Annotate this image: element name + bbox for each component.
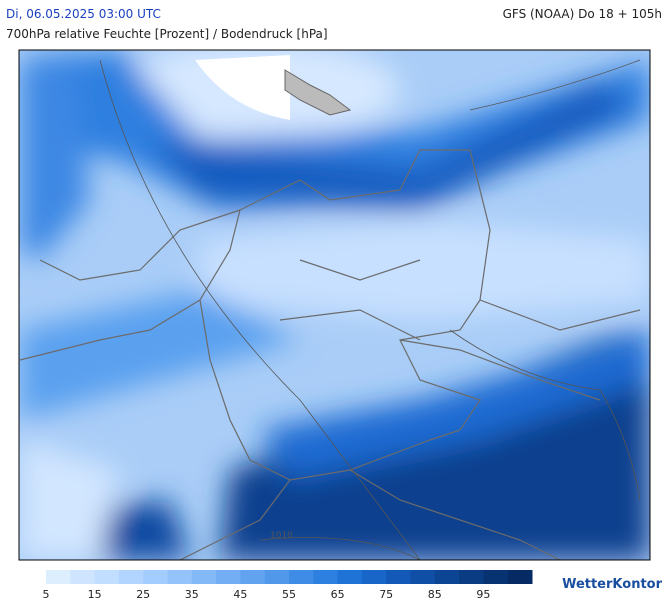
colorbar-bin: [216, 570, 241, 584]
colorbar-tick-label: 5: [43, 588, 50, 600]
colorbar: 5 15 25 35 45 55 65 75 85 95: [43, 570, 533, 601]
colorbar-bin: [240, 570, 266, 584]
colorbar-bin: [386, 570, 411, 584]
colorbar-tick-label: 45: [233, 588, 247, 600]
colorbar-tick-label: 25: [136, 588, 150, 600]
datetime: Di, 06.05.2025 03:00 UTC: [6, 7, 161, 21]
colorbar-bin: [264, 570, 290, 584]
model-run: GFS (NOAA) Do 18 + 105h: [503, 7, 662, 21]
colorbar-tick-label: 35: [185, 588, 199, 600]
colorbar-bin: [337, 570, 363, 584]
colorbar-bin: [191, 570, 217, 584]
colorbar-bin: [434, 570, 460, 584]
colorbar-tick-label: 75: [379, 588, 393, 600]
map-frame: [18, 49, 651, 561]
colorbar-tick-label: 85: [428, 588, 442, 600]
colorbar-bin: [70, 570, 96, 584]
isobar-label: 1010: [270, 531, 293, 541]
subtitle: 700hPa relative Feuchte [Prozent] / Bode…: [6, 27, 328, 41]
brand-logo: WetterKontor: [562, 577, 663, 592]
colorbar-bin: [167, 570, 193, 584]
colorbar-bin: [459, 570, 484, 584]
colorbar-bin: [507, 570, 533, 584]
colorbar-tick-label: 65: [331, 588, 345, 600]
colorbar-bin: [289, 570, 314, 584]
colorbar-bin: [361, 570, 387, 584]
colorbar-tick-label: 55: [282, 588, 296, 600]
colorbar-bin: [118, 570, 144, 584]
colorbar-bin: [313, 570, 339, 584]
colorbar-bin: [143, 570, 168, 584]
colorbar-bin: [483, 570, 509, 584]
colorbar-tick-label: 95: [476, 588, 490, 600]
colorbar-bin: [46, 570, 71, 584]
colorbar-tick-label: 15: [88, 588, 102, 600]
colorbar-bin: [94, 570, 120, 584]
colorbar-bin: [410, 570, 436, 584]
map: 1010: [19, 50, 650, 560]
